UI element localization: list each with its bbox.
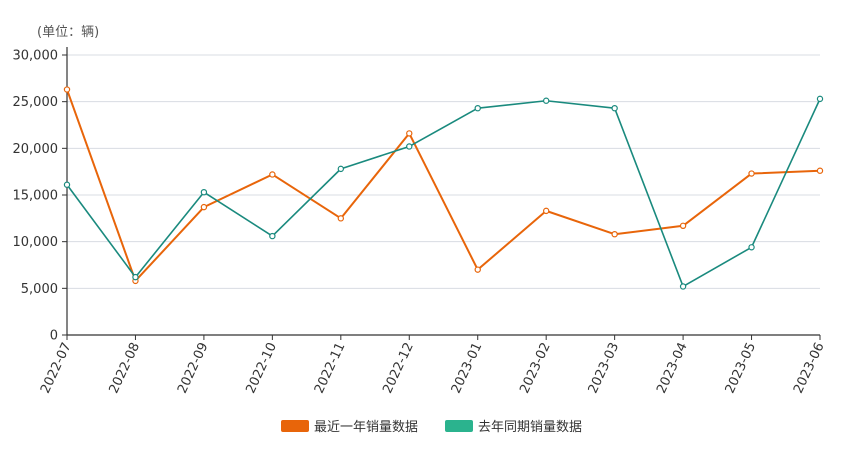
x-tick-label: 2022-11 <box>312 340 349 396</box>
data-point[interactable] <box>337 215 345 222</box>
legend-label: 最近一年销量数据 <box>314 420 418 435</box>
y-tick-label: 20,000 <box>13 142 59 157</box>
legend-swatch <box>445 420 473 432</box>
x-tick-label: 2023-04 <box>654 340 691 396</box>
data-point[interactable] <box>63 181 71 188</box>
series-line <box>66 89 821 282</box>
data-point[interactable] <box>611 104 618 112</box>
axes: 0 5,000 10,000 15,000 20,000 25,000 30,000 2022… <box>13 47 828 396</box>
y-tick-label: 5,000 <box>21 282 58 297</box>
legend-item[interactable]: 最近一年销量数据 <box>281 420 418 435</box>
data-point[interactable] <box>611 230 618 238</box>
data-point[interactable] <box>816 95 824 103</box>
gridlines <box>67 54 820 289</box>
data-point[interactable] <box>269 232 276 240</box>
x-tick-label: 2022-12 <box>380 340 417 396</box>
data-point[interactable] <box>200 203 208 211</box>
y-tick-label: 10,000 <box>13 235 59 250</box>
series-lines <box>63 86 824 290</box>
x-tick-label: 2023-02 <box>517 340 554 396</box>
series-line <box>66 98 821 288</box>
x-tick-label: 2022-08 <box>107 340 144 396</box>
x-tick-label: 2022-10 <box>243 340 280 396</box>
data-point[interactable] <box>406 130 413 137</box>
data-point[interactable] <box>748 244 755 251</box>
x-tick-label: 2023-06 <box>791 340 828 396</box>
data-point[interactable] <box>748 170 755 177</box>
legend-item[interactable]: 去年同期销量数据 <box>445 420 582 435</box>
x-tick-label: 2022-09 <box>175 340 212 396</box>
x-tick-label: 2023-05 <box>723 340 760 396</box>
legend-label: 去年同期销量数据 <box>478 420 582 435</box>
data-point[interactable] <box>474 104 481 112</box>
data-point[interactable] <box>542 97 550 104</box>
y-tick-label: 30,000 <box>13 49 59 64</box>
data-point[interactable] <box>406 143 413 150</box>
y-tick-label: 25,000 <box>13 95 59 110</box>
unit-label: (单位：辆) <box>37 25 99 40</box>
data-point[interactable] <box>679 283 687 290</box>
x-tick-label: 2022-07 <box>38 340 75 396</box>
data-point[interactable] <box>816 167 824 174</box>
data-point[interactable] <box>200 188 208 196</box>
legend-swatch <box>281 420 309 432</box>
x-tick-label: 2023-03 <box>586 340 623 396</box>
y-tick-label: 0 <box>50 329 58 344</box>
legend[interactable]: 最近一年销量数据 去年同期销量数据 <box>281 420 582 435</box>
y-tick-label: 15,000 <box>13 189 59 204</box>
data-point[interactable] <box>63 86 71 93</box>
data-point[interactable] <box>132 273 139 281</box>
data-point[interactable] <box>337 165 345 173</box>
data-point[interactable] <box>542 207 550 215</box>
data-point[interactable] <box>679 222 687 229</box>
data-point[interactable] <box>269 171 276 178</box>
data-point[interactable] <box>474 266 481 273</box>
x-tick-label: 2023-01 <box>449 340 486 396</box>
